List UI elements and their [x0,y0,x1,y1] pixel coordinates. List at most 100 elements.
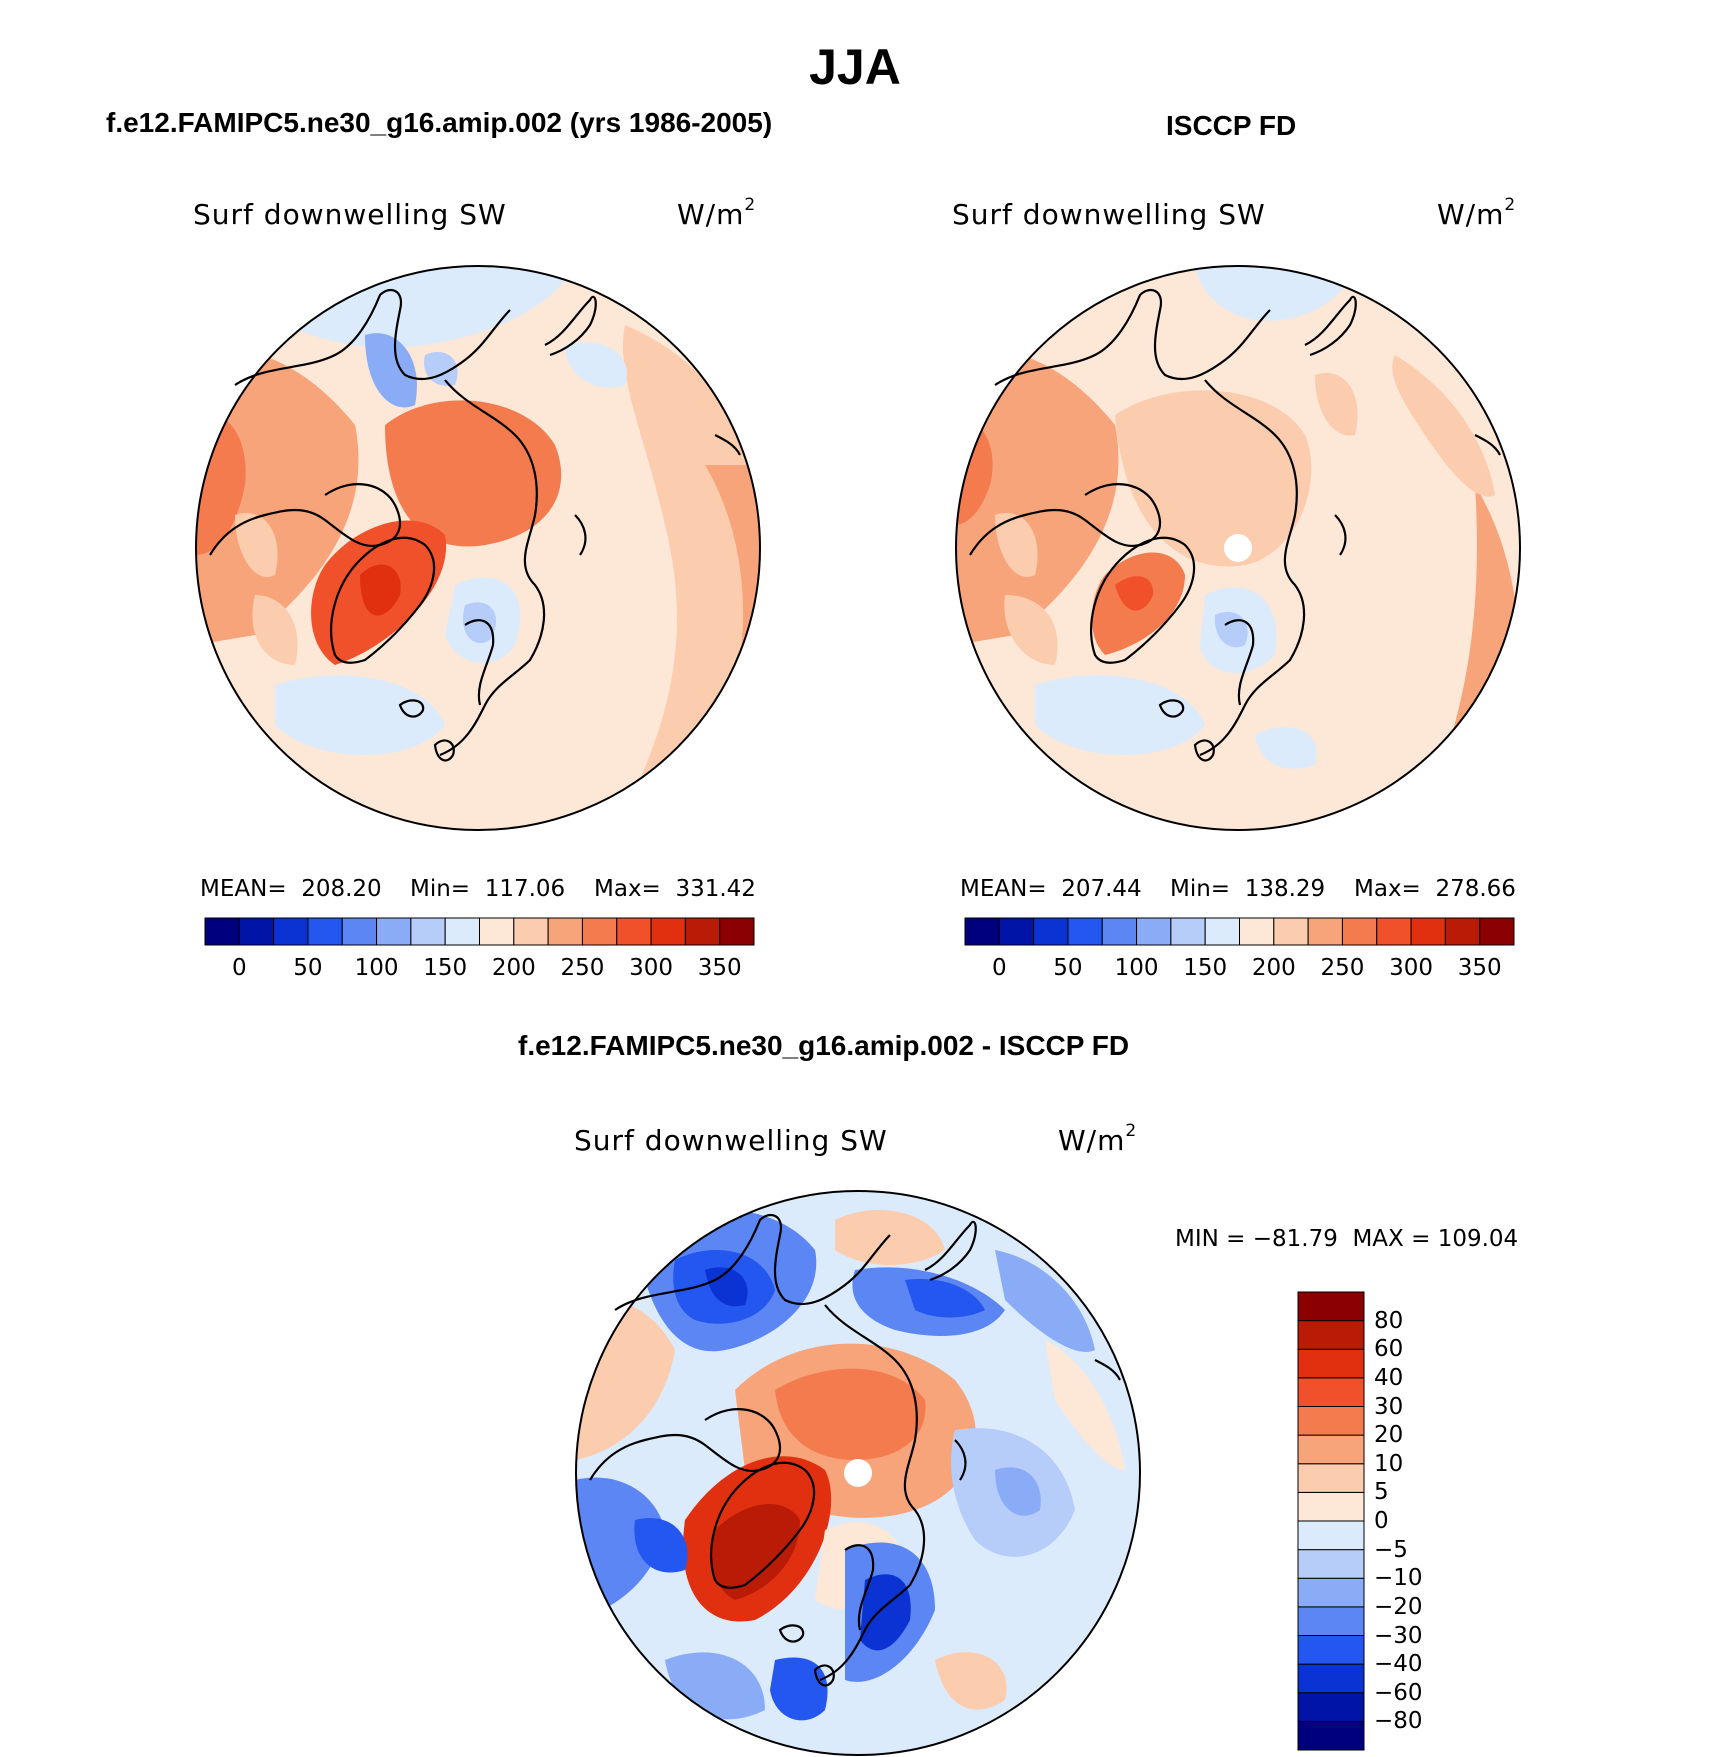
diff-colorbar-swatch [1297,1348,1365,1379]
model-colorbar-tick-label: 250 [560,955,605,981]
obs-colorbar-swatch [1067,917,1103,946]
model-colorbar-tick-label: 0 [231,955,247,981]
model-units-label: W/m2 [677,194,757,231]
diff-colorbar-tick-label: −20 [1374,1593,1423,1620]
diff-colorbar-swatch [1297,1320,1365,1350]
diff-colorbar-tick-label: −30 [1374,1622,1423,1649]
model-max-stat: Max= 331.42 [594,876,756,902]
model-colorbar [204,917,755,946]
obs-colorbar-swatch [1273,917,1309,946]
model-colorbar-swatch [616,917,652,946]
obs-colorbar-tick-label: 100 [1114,955,1159,981]
obs-colorbar-swatch [1307,917,1343,946]
diff-pole-hole [844,1459,872,1487]
model-polar-map [195,265,761,831]
diff-colorbar-swatch [1297,1377,1365,1407]
model-colorbar-swatch [204,917,240,946]
obs-colorbar-swatch [1101,917,1138,946]
obs-colorbar [964,917,1515,946]
diff-colorbar [1297,1291,1365,1751]
diff-colorbar-swatch [1297,1434,1365,1465]
obs-polar-map [955,265,1521,831]
diff-colorbar-swatch [1297,1635,1365,1665]
obs-colorbar-swatch [1239,917,1275,946]
model-colorbar-tick-label: 350 [697,955,742,981]
model-colorbar-tick-label: 300 [629,955,674,981]
obs-colorbar-tick-label: 50 [1053,955,1083,981]
diff-colorbar-tick-label: −10 [1374,1565,1423,1592]
diff-colorbar-tick-label: 10 [1374,1450,1404,1477]
obs-units-label: W/m2 [1437,194,1517,231]
diff-colorbar-tick-label: 40 [1374,1364,1404,1391]
diff-colorbar-tick-label: 60 [1374,1336,1404,1363]
diff-colorbar-tick-label: 0 [1374,1508,1389,1534]
obs-colorbar-swatch [1410,917,1446,946]
obs-min-stat: Min= 138.29 [1170,876,1326,902]
model-colorbar-swatch [684,917,721,946]
diff-colorbar-tick-label: −80 [1374,1708,1423,1735]
model-colorbar-swatch [376,917,412,946]
obs-colorbar-swatch [1170,917,1206,946]
diff-colorbar-tick-label: −5 [1374,1536,1408,1563]
diff-minmax-stat: MIN = −81.79 MAX = 109.04 [1175,1226,1519,1252]
obs-panel-title: ISCCP FD [1166,110,1297,141]
model-colorbar-swatch [238,917,275,946]
obs-colorbar-tick-label: 350 [1457,955,1502,981]
obs-colorbar-ticks: 0 50 100 150 200 250 300 350 [965,955,1514,985]
diff-colorbar-tick-label: −40 [1374,1651,1423,1678]
obs-colorbar-tick-label: 150 [1183,955,1228,981]
model-colorbar-swatch [513,917,549,946]
diff-colorbar-swatch [1297,1692,1365,1722]
diff-variable-label: Surf downwelling SW [574,1124,888,1157]
model-colorbar-swatch [479,917,515,946]
model-colorbar-swatch [273,917,309,946]
obs-colorbar-swatch [1204,917,1240,946]
diff-colorbar-swatch [1297,1463,1365,1493]
model-colorbar-tick-label: 100 [354,955,399,981]
diff-colorbar-swatch [1297,1549,1365,1579]
model-colorbar-swatch [719,917,755,946]
model-colorbar-ticks: 0 50 100 150 200 250 300 350 [205,955,754,985]
obs-colorbar-swatch [1376,917,1412,946]
diff-colorbar-swatch [1297,1520,1365,1551]
obs-colorbar-tick-label: 300 [1389,955,1434,981]
diff-colorbar-tick-label: 80 [1374,1307,1404,1334]
model-colorbar-swatch [410,917,446,946]
diff-colorbar-tick-label: 5 [1374,1479,1389,1506]
obs-colorbar-tick-label: 250 [1320,955,1365,981]
model-colorbar-tick-label: 150 [423,955,468,981]
model-colorbar-swatch [650,917,686,946]
model-colorbar-swatch [307,917,343,946]
model-panel-title: f.e12.FAMIPC5.ne30_g16.amip.002 (yrs 198… [106,107,773,138]
obs-colorbar-swatch [964,917,1000,946]
diff-colorbar-tick-label: 20 [1374,1422,1404,1449]
diff-colorbar-swatch [1297,1406,1365,1436]
diff-colorbar-swatch [1297,1663,1365,1694]
diff-colorbar-swatch [1297,1606,1365,1636]
model-min-stat: Min= 117.06 [410,876,566,902]
model-colorbar-tick-label: 200 [491,955,536,981]
model-colorbar-swatch [547,917,583,946]
diff-panel-title: f.e12.FAMIPC5.ne30_g16.amip.002 - ISCCP … [518,1030,1130,1061]
model-colorbar-tick-label: 50 [293,955,323,981]
obs-max-stat: Max= 278.66 [1354,876,1516,902]
obs-colorbar-tick-label: 200 [1251,955,1296,981]
obs-pole-hole [1224,534,1252,562]
diff-polar-map [575,1190,1141,1756]
diff-colorbar-swatch [1297,1720,1365,1751]
diff-colorbar-swatch [1297,1577,1365,1608]
obs-colorbar-swatch [1136,917,1172,946]
obs-colorbar-swatch [998,917,1035,946]
diff-colorbar-tick-label: 30 [1374,1393,1404,1420]
obs-colorbar-swatch [1341,917,1378,946]
main-title: JJA [809,39,901,95]
diff-units-label: W/m2 [1058,1120,1138,1157]
diff-colorbar-tick-label: −60 [1374,1679,1423,1706]
obs-colorbar-swatch [1444,917,1481,946]
model-colorbar-swatch [581,917,618,946]
obs-colorbar-swatch [1479,917,1515,946]
obs-colorbar-swatch [1033,917,1069,946]
obs-variable-label: Surf downwelling SW [952,198,1266,231]
model-colorbar-swatch [444,917,480,946]
diff-colorbar-swatch [1297,1491,1365,1522]
